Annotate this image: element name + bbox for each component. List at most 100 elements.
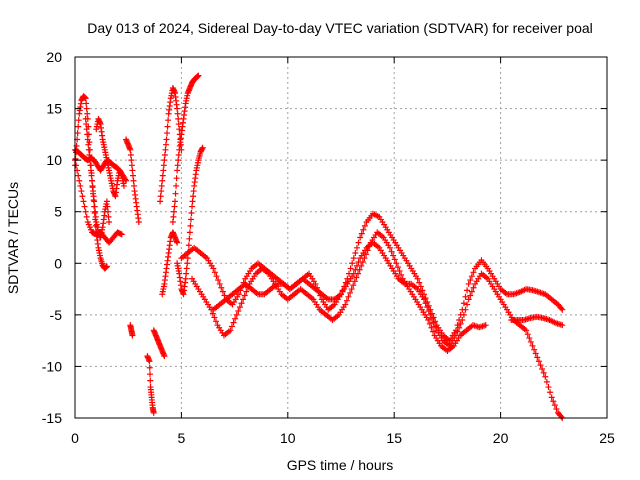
data-point: [176, 126, 183, 133]
data-point: [173, 175, 180, 182]
data-point: [465, 296, 472, 303]
data-point: [218, 284, 225, 291]
data-point: [90, 188, 97, 195]
data-point: [523, 327, 530, 334]
data-point: [76, 177, 83, 184]
series-trace-6: [123, 136, 142, 226]
data-point: [454, 328, 461, 335]
data-point: [210, 265, 217, 272]
data-point: [551, 402, 558, 409]
y-tick-labels: -15 -10 -5 0 5 10 15 20: [42, 49, 62, 426]
data-point: [87, 162, 94, 169]
data-point: [175, 121, 182, 128]
data-point: [78, 188, 85, 195]
data-point: [430, 328, 437, 335]
grid: [75, 57, 607, 418]
data-point: [534, 354, 541, 361]
data-point: [161, 353, 168, 360]
data-point: [425, 307, 432, 314]
x-tick-label: 15: [386, 430, 402, 446]
data-point: [120, 182, 127, 189]
data-point: [235, 291, 242, 298]
data-point: [548, 394, 555, 401]
data-point: [465, 280, 472, 287]
data-point: [526, 335, 533, 342]
data-point: [174, 105, 181, 112]
data-point: [183, 270, 190, 277]
data-point: [460, 300, 467, 307]
data-point: [457, 320, 464, 327]
data-point: [199, 144, 206, 151]
x-tick-label: 10: [280, 430, 296, 446]
data-point: [158, 188, 165, 195]
data-point: [212, 318, 219, 325]
data-point: [216, 280, 223, 287]
data-point: [221, 292, 228, 299]
data-point: [171, 203, 178, 210]
data-point: [353, 262, 360, 269]
data-point: [147, 371, 154, 378]
data-point: [559, 306, 566, 313]
data-point: [464, 287, 471, 294]
x-tick-labels: 0 5 10 15 20 25: [71, 430, 615, 446]
y-tick-label: -5: [50, 307, 63, 323]
data-point: [131, 182, 138, 189]
x-axis-label: GPS time / hours: [287, 457, 394, 473]
y-tick-label: -10: [42, 358, 62, 374]
data-point: [83, 121, 90, 128]
data-point: [103, 198, 110, 205]
data-point: [130, 177, 137, 184]
data-point: [211, 314, 218, 321]
y-tick-label: 5: [54, 204, 62, 220]
data-point: [104, 203, 111, 210]
data-point: [419, 287, 426, 294]
y-tick-label: -15: [42, 410, 62, 426]
data-point: [547, 389, 554, 396]
data-point: [351, 278, 358, 285]
y-tick-label: 10: [46, 152, 62, 168]
data-point: [161, 151, 168, 158]
data-point: [172, 190, 179, 197]
data-point: [127, 151, 134, 158]
series-trace-8: [144, 353, 157, 416]
data-point: [236, 304, 243, 311]
data-point: [468, 288, 475, 295]
data-point: [350, 255, 357, 262]
data-point: [83, 126, 90, 133]
data-point: [468, 273, 475, 280]
data-point: [537, 362, 544, 369]
data-point: [92, 208, 99, 215]
data-point: [422, 300, 429, 307]
data-point: [164, 130, 171, 137]
data-point: [73, 162, 80, 169]
data-point: [87, 167, 94, 174]
data-point: [129, 172, 136, 179]
data-point: [347, 265, 354, 272]
data-point: [352, 266, 359, 273]
data-point: [81, 203, 88, 210]
data-point: [169, 219, 176, 226]
data-point: [233, 311, 240, 318]
data-point: [227, 327, 234, 334]
data-point: [80, 198, 87, 205]
data-point: [159, 177, 166, 184]
data-point: [430, 319, 437, 326]
data-point: [462, 306, 469, 313]
data-point: [428, 315, 435, 322]
data-point: [150, 409, 157, 416]
series-trace-5: [93, 115, 127, 200]
data-point: [174, 239, 181, 246]
data-point: [531, 346, 538, 353]
data-point: [146, 358, 153, 365]
series-trace-12: [169, 72, 202, 226]
data-point: [157, 198, 164, 205]
data-point: [464, 301, 471, 308]
data-point: [230, 319, 237, 326]
series-trace-7: [127, 322, 136, 339]
data-point: [129, 332, 136, 339]
data-point: [182, 275, 189, 282]
data-point: [545, 384, 552, 391]
data-point: [467, 277, 474, 284]
data-point: [452, 332, 459, 339]
